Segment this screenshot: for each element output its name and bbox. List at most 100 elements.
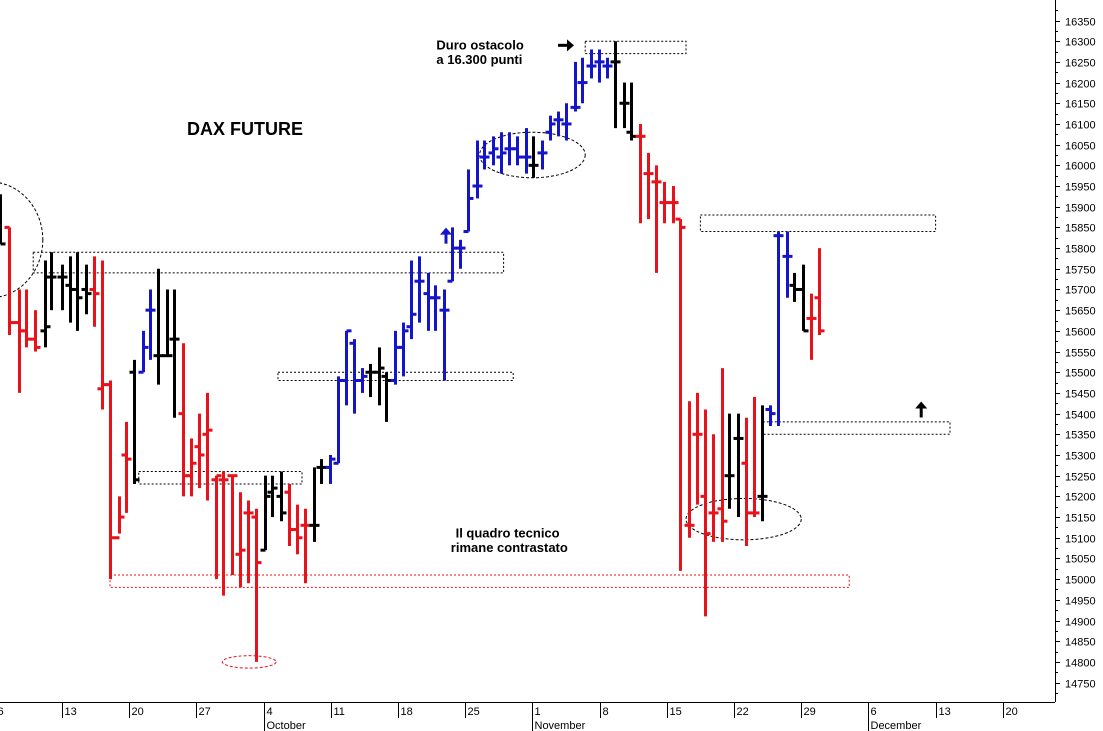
y-tick-label: 15150 xyxy=(1065,513,1096,525)
ellipse-bottom-right xyxy=(685,497,802,541)
ohlc-bar xyxy=(765,405,776,427)
ohlc-bar xyxy=(782,231,793,298)
y-tick-label: 15300 xyxy=(1065,451,1096,463)
ohlc-bar xyxy=(733,413,744,518)
ohlc-bar xyxy=(692,392,703,505)
ohlc-bar xyxy=(276,471,287,522)
y-tick-label: 15750 xyxy=(1065,265,1096,277)
ohlc-bar xyxy=(381,372,392,422)
ohlc-bar xyxy=(610,41,621,129)
ohlc-bar xyxy=(594,49,605,83)
ohlc-bar xyxy=(798,264,809,333)
y-tick-label: 15600 xyxy=(1065,327,1096,339)
x-tick-label: 4 xyxy=(267,706,273,718)
ohlc-bar xyxy=(602,57,613,79)
ohlc-bar xyxy=(333,376,344,465)
y-tick-label: 15550 xyxy=(1065,348,1096,360)
ohlc-bar xyxy=(40,260,51,348)
ohlc-bar xyxy=(619,82,630,129)
annotation-ostacolo-1: Duro ostacolo xyxy=(436,37,523,52)
ohlc-bar xyxy=(0,194,6,246)
ohlc-bar xyxy=(479,140,490,170)
ohlc-bar xyxy=(186,438,197,497)
ohlc-bar xyxy=(496,132,507,174)
ohlc-bar xyxy=(218,471,229,596)
zone-rect-zone-15380 xyxy=(762,421,951,435)
ohlc-bar xyxy=(341,329,352,406)
x-tick-label: 27 xyxy=(199,706,211,718)
ellipse-left xyxy=(0,182,44,298)
ohlc-bar xyxy=(284,483,295,547)
arrow-up-black xyxy=(915,401,928,418)
ohlc-bar xyxy=(121,421,132,513)
ohlc-bar xyxy=(14,289,25,393)
ohlc-bar xyxy=(235,492,246,588)
y-tick-label: 16200 xyxy=(1065,79,1096,91)
ohlc-bar xyxy=(724,413,735,509)
annotation-quadro-1: Il quadro tecnico xyxy=(456,526,560,541)
ohlc-bar xyxy=(757,405,768,522)
ohlc-bar xyxy=(153,268,164,385)
x-month-label: November xyxy=(535,720,586,731)
ohlc-bar xyxy=(521,128,532,174)
ohlc-bar xyxy=(570,61,581,112)
ohlc-bar xyxy=(4,225,15,335)
ohlc-bar xyxy=(488,136,499,166)
ohlc-bar xyxy=(300,508,311,584)
ohlc-bar xyxy=(635,123,646,224)
y-tick-label: 15850 xyxy=(1065,223,1096,235)
y-tick-label: 14750 xyxy=(1065,679,1096,691)
ohlc-bar xyxy=(169,289,180,418)
ohlc-bar xyxy=(717,368,728,542)
ohlc-bar xyxy=(129,359,140,484)
ohlc-bar xyxy=(357,368,368,393)
ohlc-bar xyxy=(455,239,466,269)
ohlc-bar xyxy=(577,57,588,104)
y-tick-label: 16250 xyxy=(1065,58,1096,70)
y-tick-label: 16000 xyxy=(1065,161,1096,173)
ohlc-bar xyxy=(97,260,108,410)
ellipse-low xyxy=(221,655,277,669)
ohlc-bar xyxy=(430,285,441,331)
ohlc-bar xyxy=(292,504,303,555)
ohlc-bar xyxy=(789,272,800,302)
y-tick-label: 15200 xyxy=(1065,492,1096,504)
ohlc-bar xyxy=(325,454,336,484)
zone-rect-resistance-15840 xyxy=(699,214,937,233)
ohlc-bar xyxy=(675,217,686,571)
y-tick-label: 15400 xyxy=(1065,410,1096,422)
ohlc-bar xyxy=(806,293,817,360)
ohlc-bar xyxy=(72,252,83,331)
ohlc-bar xyxy=(243,500,254,584)
ohlc-bar xyxy=(81,264,92,315)
ohlc-bar xyxy=(528,136,539,178)
ohlc-bar xyxy=(659,181,670,224)
ohlc-bar xyxy=(553,111,564,137)
ohlc-bar xyxy=(626,82,637,141)
ohlc-bar xyxy=(700,409,711,617)
ohlc-bar xyxy=(46,252,57,311)
x-tick-label: 13 xyxy=(65,706,77,718)
arrows-layer xyxy=(440,39,928,418)
x-tick-label: 20 xyxy=(132,706,144,718)
y-tick-label: 15250 xyxy=(1065,472,1096,484)
zone-rect-resistance-16300 xyxy=(584,40,687,55)
y-tick-label: 15000 xyxy=(1065,575,1096,587)
y-tick-label: 15950 xyxy=(1065,182,1096,194)
y-tick-label: 14850 xyxy=(1065,637,1096,649)
ohlc-bar xyxy=(57,264,68,311)
ohlc-bar xyxy=(178,343,189,497)
arrow-right xyxy=(558,39,574,52)
x-tick-label: 8 xyxy=(603,706,609,718)
annotation-quadro-2: rimane contrastato xyxy=(451,540,568,555)
ohlc-bar xyxy=(749,397,760,518)
x-tick-label: 20 xyxy=(1006,706,1018,718)
ohlc-bar xyxy=(105,380,116,580)
ohlc-bar xyxy=(145,289,156,360)
ohlc-bar xyxy=(349,339,360,414)
arrow-up-blue xyxy=(440,227,452,244)
ohlc-bar xyxy=(668,186,679,224)
ohlc-bar xyxy=(309,467,320,542)
